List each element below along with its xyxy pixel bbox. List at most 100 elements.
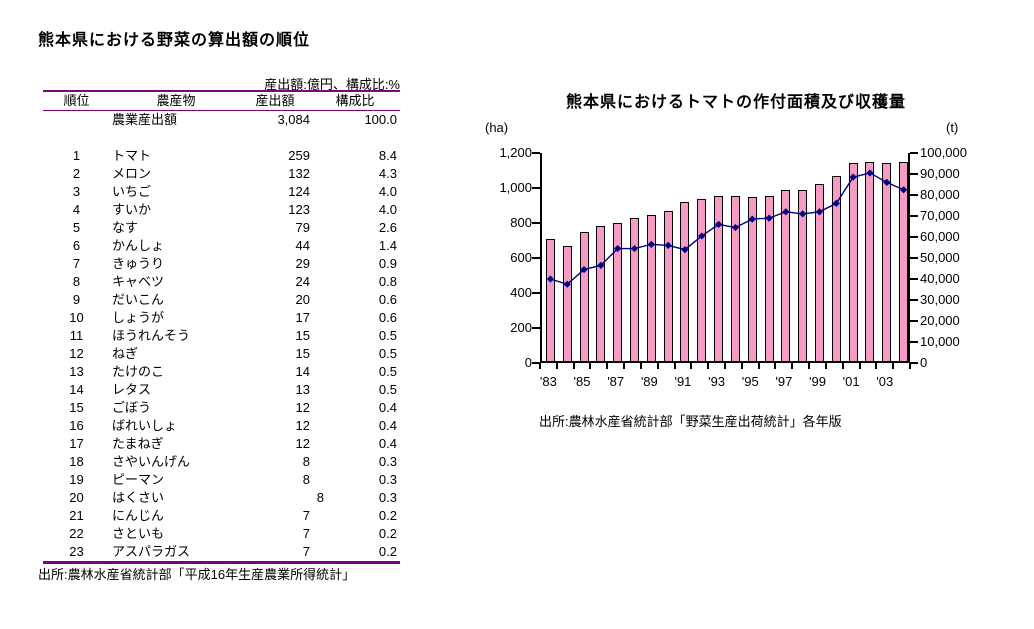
- table-row: 2 メロン 132 4.3: [43, 165, 400, 183]
- rank-cell: 22: [69, 526, 84, 541]
- product-cell: ごぼう: [112, 400, 152, 415]
- table-row: 20 はくさい 8 0.3: [43, 489, 400, 507]
- summary-output-cell: 3,084: [277, 112, 310, 127]
- vegetable-ranking-table: 順位 農産物 産出額 構成比 農業産出額 3,084 100.0 1 トマト 259…: [43, 90, 400, 564]
- x-axis-tick: [791, 363, 794, 369]
- x-axis-tick: [808, 363, 811, 369]
- harvest-marker: [866, 169, 874, 177]
- output-cell: 124: [288, 184, 310, 199]
- right-axis-tick: [910, 278, 918, 280]
- summary-product-cell: 農業産出額: [112, 112, 178, 127]
- x-axis-tick: [724, 363, 726, 369]
- share-cell: 0.5: [378, 382, 397, 397]
- product-cell: メロン: [112, 166, 152, 181]
- harvest-marker: [832, 199, 840, 207]
- table-row: 22 さといも 7 0.2: [43, 525, 400, 543]
- output-cell: 14: [295, 364, 310, 379]
- rank-cell: 6: [72, 238, 81, 253]
- table-row: 19 ピーマン 8 0.3: [43, 471, 400, 489]
- left-axis-tick-label: 1,200: [499, 145, 532, 160]
- rank-cell: 7: [72, 256, 81, 271]
- output-cell: 259: [288, 148, 310, 163]
- share-cell: 0.5: [378, 364, 397, 379]
- x-axis-tick: [892, 363, 895, 369]
- product-cell: キャベツ: [112, 274, 165, 289]
- product-cell: さといも: [112, 526, 165, 541]
- header-rank: 順位: [63, 93, 90, 108]
- product-cell: だいこん: [112, 292, 165, 307]
- area-bar: [798, 189, 808, 361]
- plot-area: 作付面積 収穫量: [540, 153, 910, 363]
- right-axis-tick: [910, 215, 918, 217]
- right-axis-tick: [910, 320, 918, 322]
- rank-cell: 20: [69, 490, 84, 505]
- table-row: 3 いちご 124 4.0: [43, 183, 400, 201]
- product-cell: レタス: [112, 382, 152, 397]
- area-bar: [781, 190, 791, 361]
- rank-cell: 17: [69, 436, 84, 451]
- product-cell: たまねぎ: [112, 436, 164, 451]
- x-axis-tick-label: '97: [775, 374, 793, 389]
- area-bar: [680, 201, 690, 361]
- rank-cell: 2: [72, 166, 81, 181]
- product-cell: アスパラガス: [112, 544, 191, 559]
- rank-cell: 19: [69, 472, 84, 487]
- rank-cell: 16: [69, 418, 84, 433]
- output-cell: 123: [288, 202, 310, 217]
- area-bar: [815, 184, 824, 361]
- share-cell: 0.4: [378, 400, 397, 415]
- table-row: 6 かんしょ 44 1.4: [43, 237, 400, 255]
- product-cell: はくさい: [112, 490, 165, 505]
- right-axis-tick-label: 20,000: [920, 313, 960, 328]
- summary-share-cell: 100.0: [364, 112, 397, 127]
- harvest-marker: [782, 208, 790, 216]
- product-cell: かんしょ: [112, 238, 165, 253]
- table-row: 10 しょうが 17 0.6: [43, 309, 400, 327]
- x-axis-tick-label: '89: [640, 374, 658, 389]
- output-cell: 7: [302, 544, 310, 559]
- right-axis-tick: [910, 236, 918, 238]
- harvest-marker: [765, 214, 773, 222]
- x-axis-tick: [572, 363, 575, 369]
- table-row: 5 なす 79 2.6: [43, 219, 400, 237]
- right-axis-tick-label: 40,000: [920, 271, 960, 286]
- area-bar: [579, 232, 589, 361]
- left-axis-tick: [532, 362, 540, 364]
- share-cell: 0.8: [378, 274, 397, 289]
- table-row: 8 キャベツ 24 0.8: [43, 273, 400, 291]
- harvest-marker: [849, 173, 857, 181]
- table-row: 14 レタス 13 0.5: [43, 381, 400, 399]
- share-cell: 0.2: [378, 526, 397, 541]
- right-axis-tick: [910, 257, 918, 259]
- output-cell: 15: [295, 346, 310, 361]
- x-axis-tick: [673, 363, 676, 369]
- right-axis-tick: [910, 341, 918, 343]
- area-bar: [899, 162, 909, 361]
- harvest-marker: [563, 280, 571, 288]
- area-bar: [882, 163, 892, 361]
- left-axis-tick-label: 600: [510, 250, 532, 265]
- right-axis-tick-label: 0: [920, 355, 928, 370]
- left-axis-tick-label: 0: [524, 355, 532, 370]
- harvest-marker: [614, 244, 622, 253]
- x-axis-tick: [555, 363, 558, 369]
- x-axis-tick: [875, 363, 878, 369]
- product-cell: ねぎ: [112, 346, 139, 361]
- table-row: 15 ごぼう 12 0.4: [43, 399, 400, 417]
- share-cell: 2.6: [378, 220, 397, 235]
- x-axis-tick: [824, 363, 827, 369]
- harvest-marker: [731, 223, 740, 232]
- harvest-marker: [883, 178, 891, 186]
- x-axis-tick: [740, 363, 743, 369]
- area-bar: [663, 211, 673, 361]
- x-axis-tick: [774, 363, 777, 369]
- rank-cell: 5: [72, 220, 81, 235]
- table-row: 21 にんじん 7 0.2: [43, 507, 400, 525]
- rank-cell: 18: [69, 454, 84, 469]
- left-axis-tick: [532, 257, 540, 259]
- output-cell: 20: [295, 292, 310, 307]
- share-cell: 0.3: [378, 490, 397, 505]
- output-cell: 8: [302, 454, 310, 469]
- spacer-row: [43, 129, 400, 147]
- x-axis-tick: [623, 363, 626, 369]
